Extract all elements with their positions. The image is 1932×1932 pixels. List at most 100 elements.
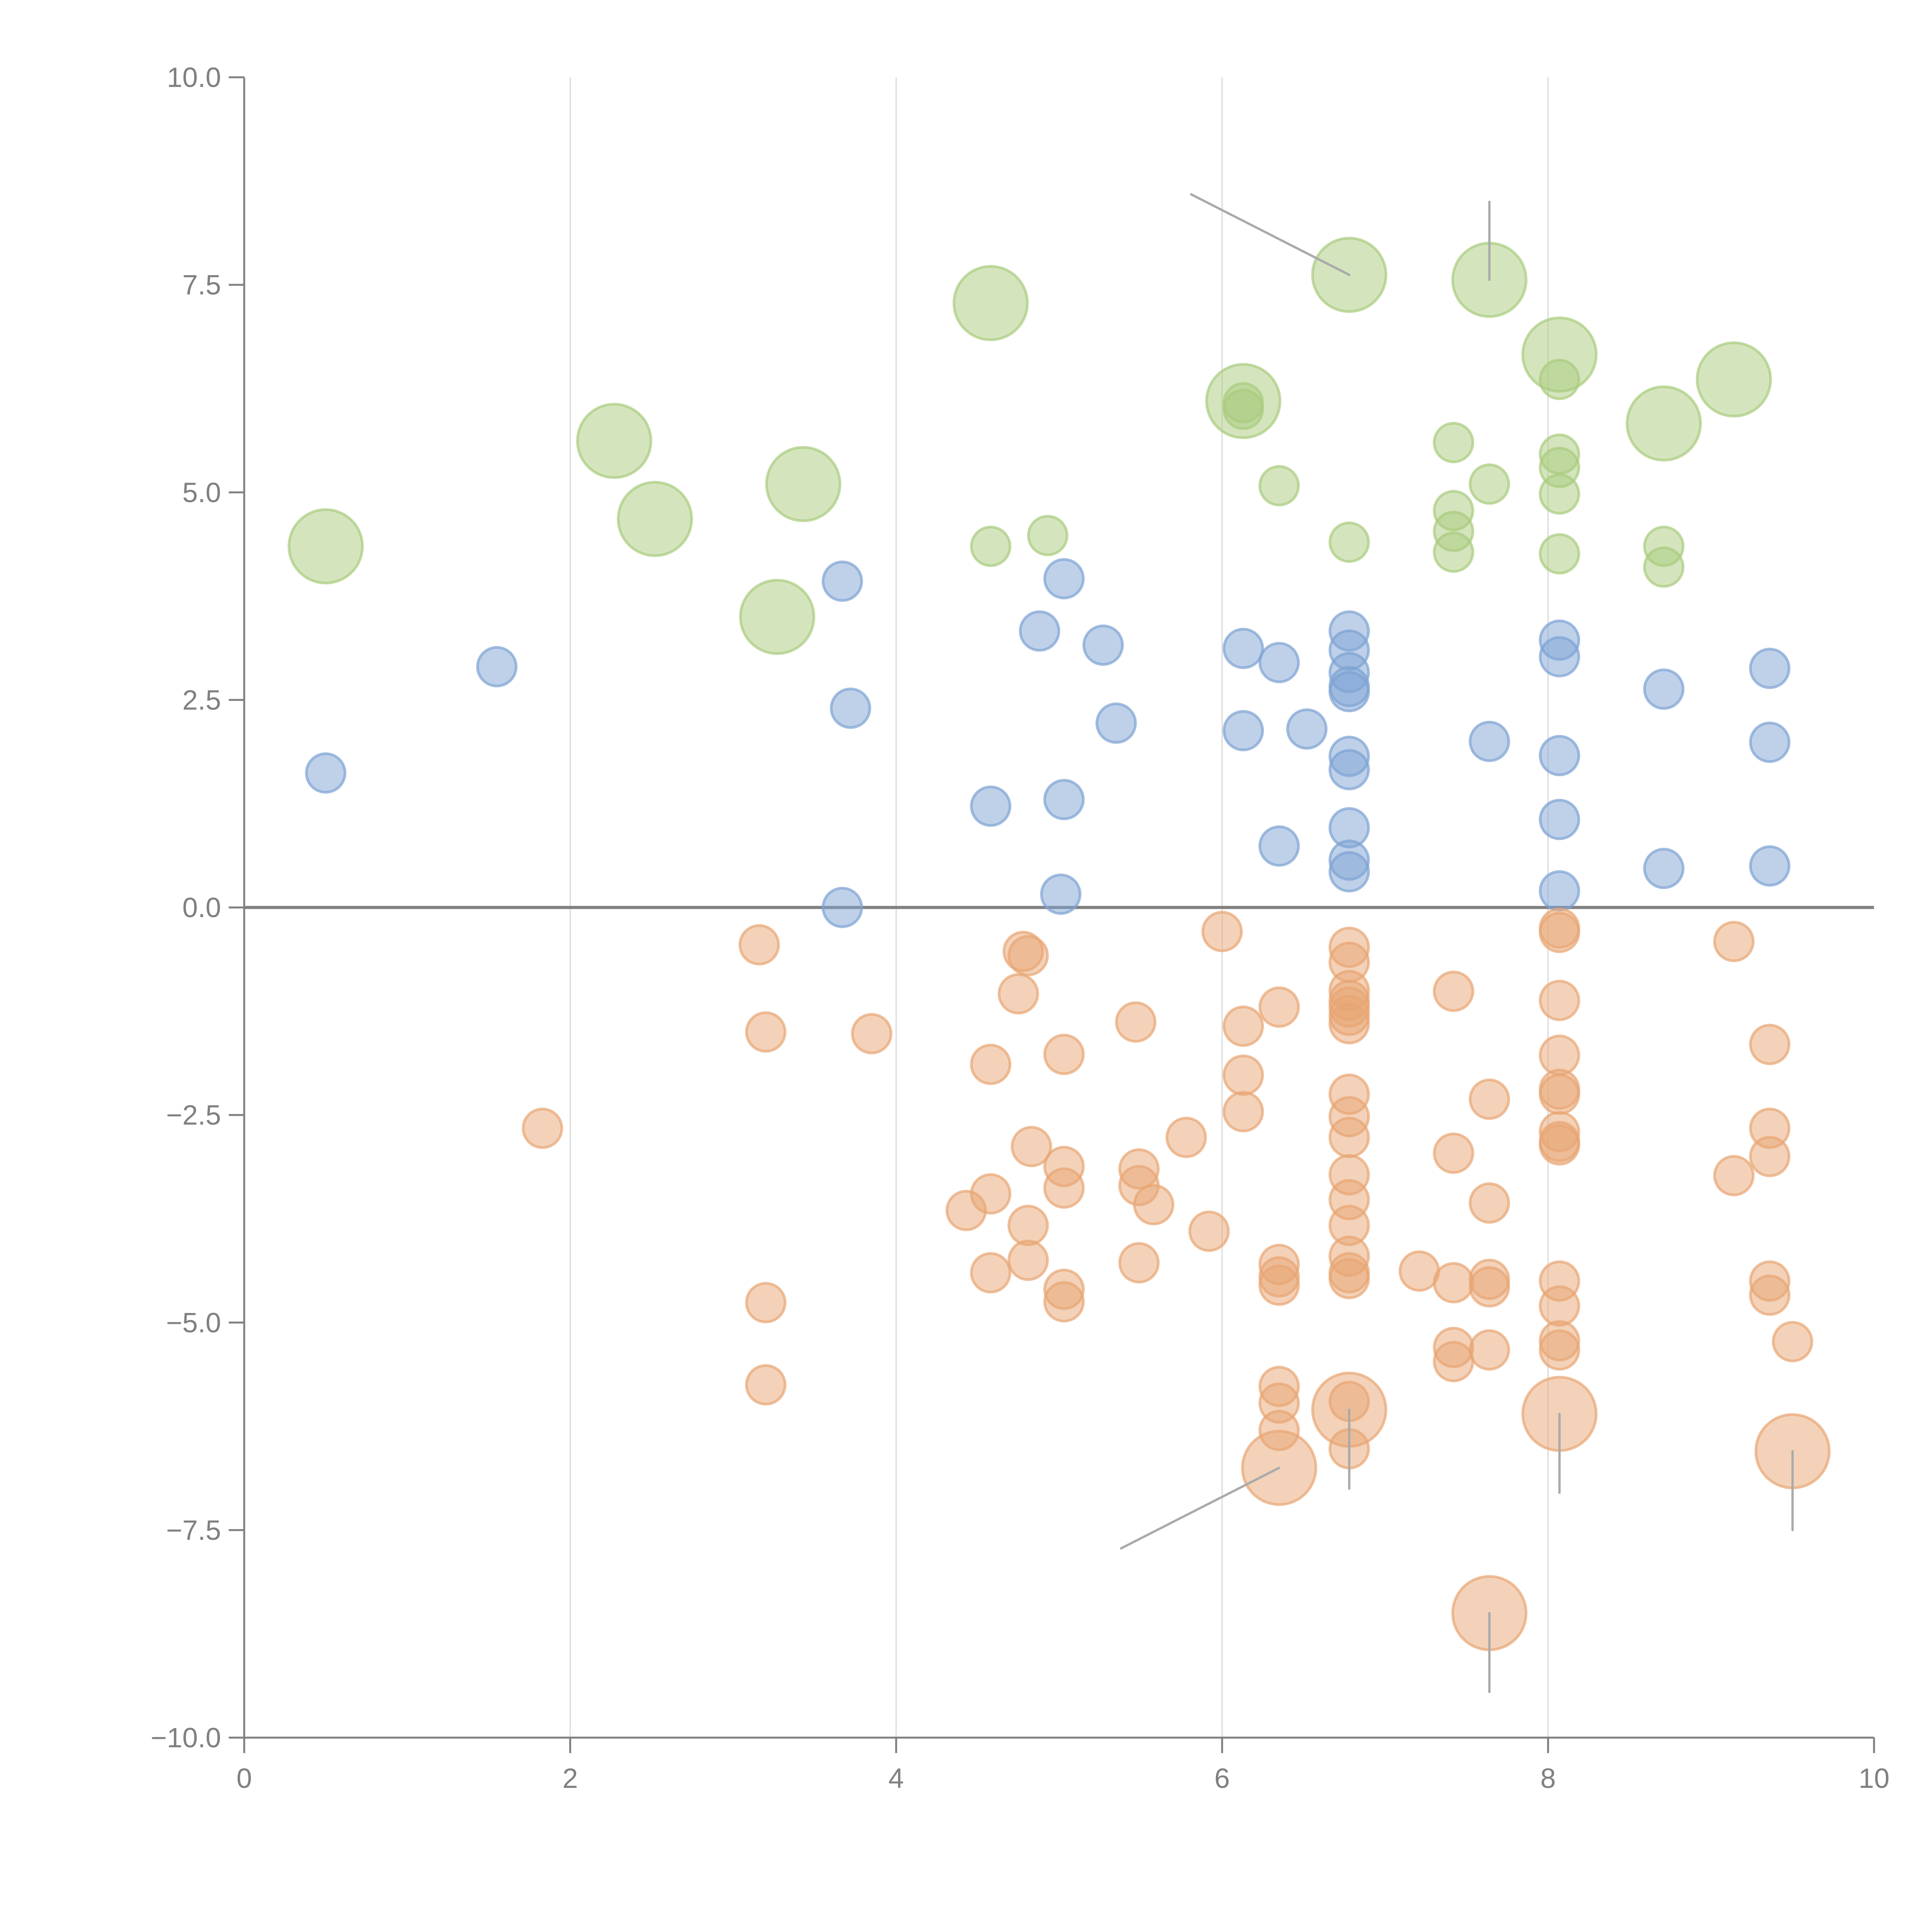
data-point [1115, 1001, 1156, 1043]
data-point [1007, 1204, 1049, 1246]
axes: 10.0 7.5 5.0 2.5 0.0 −2.5 −5.0 −7.5 −10.0 0 2 4 6 8 10 [151, 62, 1889, 1794]
data-point [1749, 648, 1791, 689]
data-point [1539, 799, 1580, 840]
data-point [1469, 1329, 1510, 1371]
series-orange [522, 907, 1831, 1651]
data-point [1043, 1281, 1085, 1323]
data-point [1643, 546, 1685, 588]
data-point [1539, 870, 1580, 912]
data-point [1643, 668, 1685, 710]
data-point [821, 887, 863, 928]
data-point [1749, 721, 1791, 763]
data-point [1258, 986, 1300, 1028]
data-point [576, 403, 652, 479]
data-point [1433, 1262, 1475, 1304]
data-point [1539, 473, 1580, 515]
data-point [1749, 1274, 1791, 1316]
data-point [1082, 624, 1124, 666]
data-point [1188, 1210, 1230, 1252]
y-tick-label: 2.5 [182, 685, 221, 716]
data-point [1043, 558, 1085, 600]
data-point [739, 579, 815, 655]
data-point [1328, 521, 1370, 563]
data-point [1223, 710, 1264, 752]
data-point [1433, 422, 1475, 463]
data-point [1433, 1341, 1475, 1383]
data-point [1043, 1034, 1085, 1075]
data-point [1258, 465, 1300, 507]
y-tick-label: −7.5 [166, 1515, 221, 1546]
data-point [1772, 1321, 1813, 1362]
data-point [1328, 1117, 1370, 1158]
data-point [745, 1364, 787, 1406]
y-tick-label: −5.0 [166, 1308, 221, 1338]
annotation-leader-line [1120, 1466, 1281, 1550]
data-point [1398, 1250, 1440, 1292]
data-point [1433, 531, 1475, 573]
data-point [1433, 1132, 1475, 1174]
data-point [1040, 873, 1082, 915]
data-point [1713, 921, 1755, 963]
data-point [1328, 671, 1370, 713]
data-point [1643, 848, 1685, 889]
data-point [1626, 385, 1702, 462]
data-point [1043, 1167, 1085, 1209]
x-tick-label: 8 [1540, 1763, 1556, 1794]
data-point [1258, 1264, 1300, 1306]
data-point [1258, 825, 1300, 867]
data-point [1095, 702, 1137, 744]
data-point [745, 1282, 787, 1323]
y-tick-label: 7.5 [182, 270, 221, 301]
y-tick-label: −2.5 [166, 1100, 221, 1131]
data-point [1223, 388, 1264, 430]
data-point [1469, 1266, 1510, 1308]
data-point [1223, 1005, 1264, 1047]
data-point [821, 560, 863, 602]
data-point [1328, 1003, 1370, 1044]
data-point [745, 1011, 787, 1053]
x-tick-label: 6 [1214, 1763, 1230, 1794]
data-point [1539, 359, 1580, 400]
data-point [1223, 628, 1264, 669]
data-point [1539, 1329, 1580, 1371]
data-point [1539, 1124, 1580, 1166]
data-point [1539, 636, 1580, 678]
data-point [851, 1013, 893, 1054]
data-point [1286, 708, 1328, 750]
data-point [1223, 1091, 1264, 1133]
data-point [1019, 610, 1060, 652]
data-point [1043, 779, 1085, 820]
x-tick-label: 0 [236, 1763, 252, 1794]
data-point [522, 1107, 563, 1149]
data-point [1007, 1240, 1049, 1281]
data-point [1696, 341, 1772, 418]
data-point [970, 526, 1012, 567]
data-point [1328, 1258, 1370, 1299]
x-tick-label: 4 [888, 1763, 904, 1794]
data-point [1027, 515, 1068, 556]
y-tick-label: 0.0 [182, 893, 221, 923]
data-point [1469, 721, 1510, 762]
data-point [970, 1252, 1012, 1294]
x-tick-label: 2 [563, 1763, 578, 1794]
data-point [1007, 935, 1049, 976]
data-point [617, 481, 693, 557]
y-tick-label: 10.0 [167, 62, 221, 93]
data-point [970, 785, 1012, 827]
data-point [1201, 911, 1243, 952]
data-point [765, 446, 842, 522]
annotation-leader-line [1190, 193, 1350, 276]
data-point [1165, 1117, 1207, 1158]
data-point [1469, 1182, 1510, 1224]
data-point [1539, 980, 1580, 1021]
data-point [1133, 1184, 1175, 1226]
data-point [998, 973, 1039, 1015]
y-tick-label: −10.0 [151, 1723, 221, 1753]
data-point [1539, 912, 1580, 953]
data-point [738, 924, 780, 966]
data-point [970, 1173, 1012, 1215]
data-point [1539, 735, 1580, 776]
data-point [830, 687, 871, 729]
data-point [476, 646, 518, 687]
